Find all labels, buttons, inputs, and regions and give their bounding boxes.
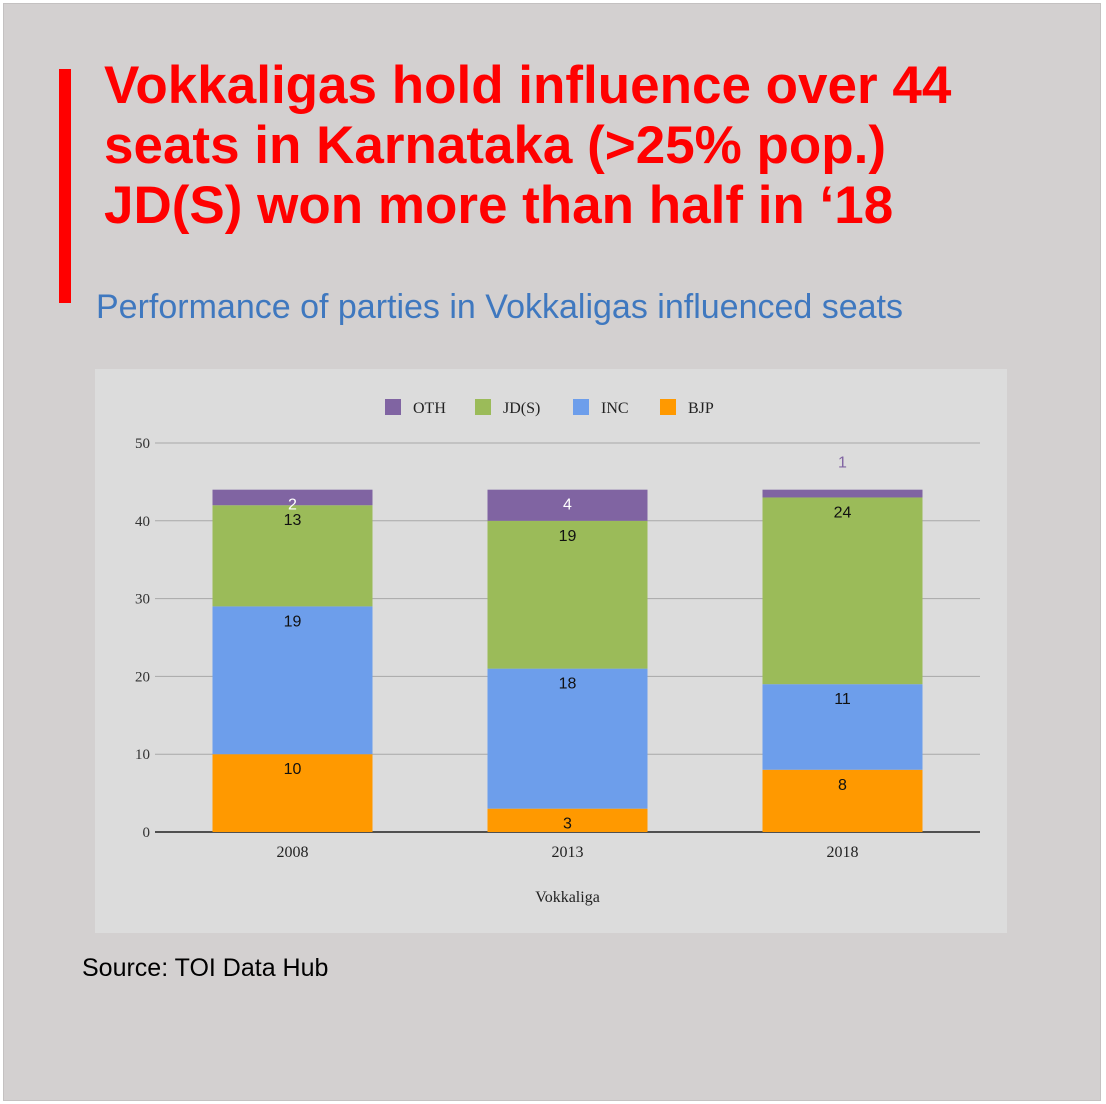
- data-label-inc-2013: 18: [559, 676, 577, 693]
- y-tick-label: 10: [135, 747, 150, 763]
- chart-panel: 0 10 20 30 40 50 OTH JD(S) INC BJP 10 19 13 2 2008 3 18 1…: [95, 369, 1007, 933]
- x-tick-label: 2008: [277, 844, 309, 861]
- bar-bjp-2013: [487, 808, 648, 832]
- legend-label: JD(S): [503, 400, 540, 417]
- legend-swatch-inc: [573, 399, 589, 415]
- y-tick-label: 40: [135, 514, 150, 530]
- chart-subtitle: Performance of parties in Vokkaligas inf…: [96, 288, 904, 326]
- data-label-oth-2013: 4: [563, 497, 572, 514]
- data-label-bjp-2018: 8: [838, 777, 847, 794]
- y-tick-label: 30: [135, 592, 150, 608]
- data-label-inc-2008: 19: [284, 613, 302, 630]
- x-tick-label: 2018: [827, 844, 859, 861]
- bar-jds-2018: [762, 497, 923, 685]
- bar-oth-2018: [762, 489, 923, 498]
- headline-line-2: seats in Karnataka (>25% pop.): [104, 116, 887, 175]
- bar-inc-2013: [487, 668, 648, 809]
- bar-bjp-2008: [212, 754, 373, 832]
- legend-label: BJP: [688, 400, 714, 417]
- data-label-jds-2013: 19: [559, 528, 577, 545]
- data-label-jds-2018: 24: [834, 504, 852, 521]
- headline-line-1: Vokkaligas hold influence over 44: [104, 56, 952, 115]
- data-label-inc-2018: 11: [834, 691, 851, 708]
- legend-label: OTH: [413, 400, 446, 417]
- data-label-bjp-2013: 3: [563, 816, 572, 833]
- data-label-jds-2008: 13: [284, 512, 302, 529]
- bar-oth-2008: [212, 489, 373, 506]
- legend-label: INC: [601, 400, 629, 417]
- x-tick-label: 2013: [552, 844, 584, 861]
- bar-inc-2018: [762, 684, 923, 770]
- accent-bar: [59, 69, 71, 303]
- x-axis-title: Vokkaliga: [535, 889, 600, 906]
- y-tick-label: 20: [135, 669, 150, 685]
- bar-bjp-2018: [762, 769, 923, 832]
- bar-inc-2008: [212, 606, 373, 755]
- y-tick-label: 50: [135, 436, 150, 452]
- data-label-oth-2018: 1: [838, 455, 847, 472]
- data-label-oth-2008: 2: [288, 497, 297, 514]
- source-note: Source: TOI Data Hub: [82, 954, 329, 982]
- bar-oth-2013: [487, 489, 648, 521]
- headline: Vokkaligas hold influence over 44 seats …: [104, 56, 1064, 236]
- y-tick-label: 0: [143, 825, 151, 841]
- legend-swatch-jds: [475, 399, 491, 415]
- legend-swatch-oth: [385, 399, 401, 415]
- data-label-bjp-2008: 10: [284, 761, 302, 778]
- headline-line-3: JD(S) won more than half in ‘18: [104, 176, 894, 235]
- legend-swatch-bjp: [660, 399, 676, 415]
- bar-jds-2008: [212, 505, 373, 607]
- bar-jds-2013: [487, 520, 648, 669]
